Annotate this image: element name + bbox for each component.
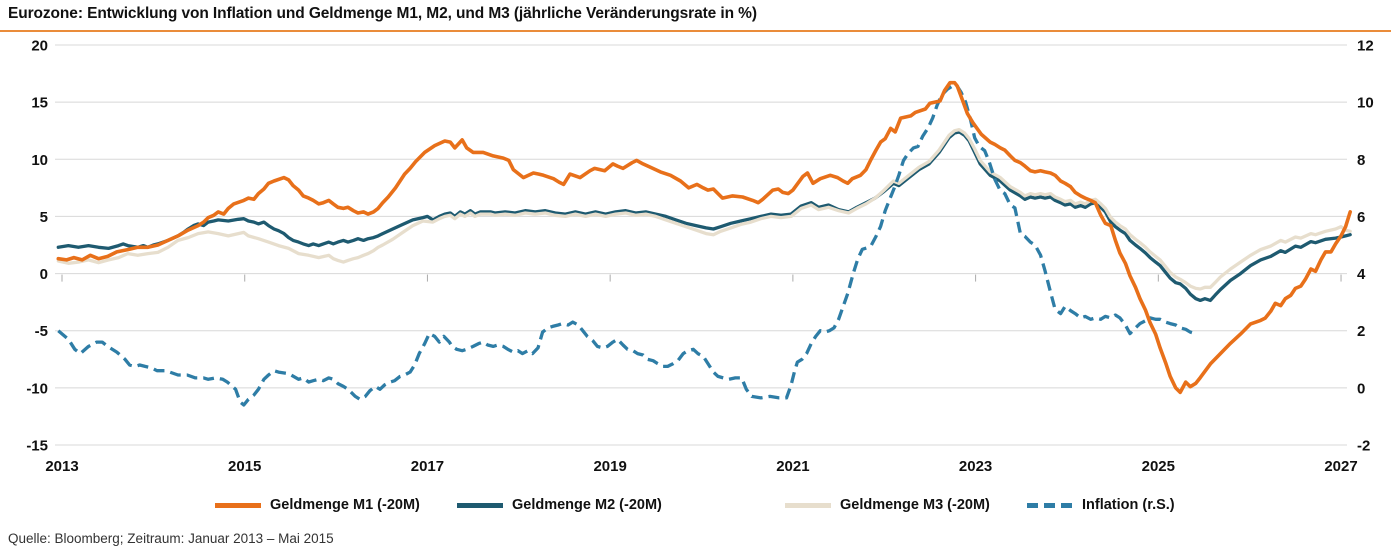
right-axis-tick-label: 0: [1357, 380, 1365, 397]
legend-item-m2: Geldmenge M2 (-20M): [457, 489, 662, 521]
left-axis-tick-label: 0: [40, 266, 48, 283]
title-underline: [0, 30, 1391, 32]
m1-line-swatch: [215, 502, 261, 508]
line-chart: 20 12 15 10 10 8 5 6 0 4 -5 2 -10 0 -15 -2 2013 2015 2017 2…: [26, 38, 1374, 476]
x-axis-tick-label: 2021: [776, 458, 809, 475]
legend-item-inflation: Inflation (r.S.): [1027, 489, 1175, 521]
right-axis-tick-label: -2: [1357, 438, 1370, 455]
x-axis-tick-label: 2027: [1324, 458, 1357, 475]
legend-item-m1: Geldmenge M1 (-20M): [215, 489, 420, 521]
series-line-m1: [56, 80, 1352, 395]
left-axis-tick-label: 15: [31, 95, 48, 112]
right-axis-tick-label: 2: [1357, 323, 1365, 340]
legend-label-inflation: Inflation (r.S.): [1082, 497, 1175, 513]
inflation-line-swatch: [1027, 502, 1073, 508]
left-axis-tick-label: -10: [26, 380, 48, 397]
left-axis-tick-label: -15: [26, 438, 48, 455]
m3-line-swatch: [785, 502, 831, 508]
legend-label-m1: Geldmenge M1 (-20M): [270, 497, 420, 513]
left-axis-tick-label: 10: [31, 152, 48, 169]
x-axis-tick-label: 2013: [45, 458, 78, 475]
right-axis-tick-label: 6: [1357, 209, 1365, 226]
right-axis-tick-label: 4: [1357, 266, 1366, 283]
legend-label-m2: Geldmenge M2 (-20M): [512, 497, 662, 513]
right-axis-tick-label: 12: [1357, 38, 1374, 55]
x-axis-tick-label: 2023: [959, 458, 992, 475]
series-line-inflation: [57, 83, 1196, 407]
x-axis-tick-label: 2015: [228, 458, 261, 475]
left-axis-tick-label: 5: [40, 209, 48, 226]
x-axis-tick-label: 2019: [593, 458, 626, 475]
series-line-m2: [56, 130, 1352, 303]
series-line-m3: [56, 127, 1352, 291]
x-axis-tick-label: 2025: [1142, 458, 1175, 475]
x-axis-tick-label: 2017: [411, 458, 444, 475]
m2-line-swatch: [457, 502, 503, 508]
legend-item-m3: Geldmenge M3 (-20M): [785, 489, 990, 521]
left-axis-tick-label: 20: [31, 38, 48, 55]
right-axis-tick-label: 8: [1357, 152, 1365, 169]
source-note: Quelle: Bloomberg; Zeitraum: Januar 2013…: [8, 531, 334, 546]
legend-label-m3: Geldmenge M3 (-20M): [840, 497, 990, 513]
page-title: Eurozone: Entwicklung von Inflation und …: [8, 5, 757, 22]
left-axis-tick-label: -5: [35, 323, 48, 340]
chart-legend: Geldmenge M1 (-20M) Geldmenge M2 (-20M) …: [0, 489, 1400, 521]
right-axis-tick-label: 10: [1357, 95, 1374, 112]
